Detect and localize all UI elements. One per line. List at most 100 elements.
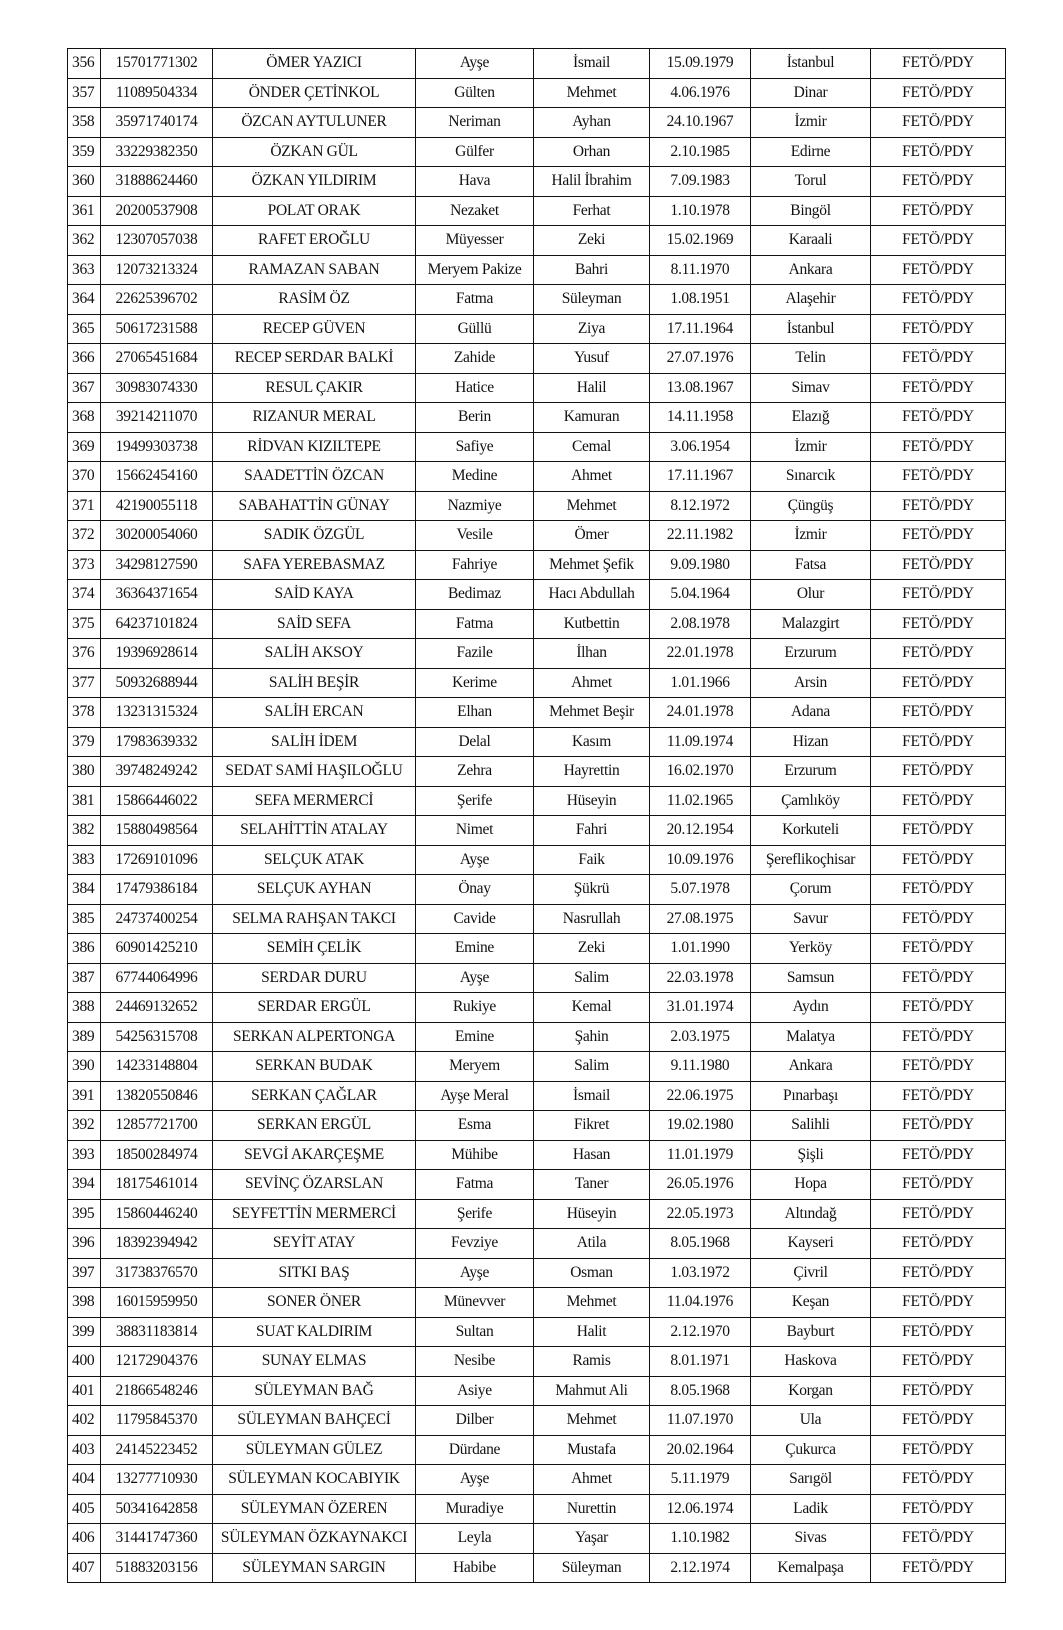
- birth-place: Salihli: [750, 1110, 871, 1141]
- id-number: 34298127590: [100, 549, 213, 580]
- id-number: 15860446240: [100, 1198, 213, 1229]
- full-name: SEYİT ATAY: [212, 1228, 416, 1259]
- affiliation: FETÖ/PDY: [870, 1110, 1006, 1141]
- mother-name: Meryem: [415, 1051, 534, 1082]
- full-name: SAİD SEFA: [212, 608, 416, 639]
- mother-name: Neriman: [415, 107, 534, 138]
- mother-name: Habibe: [415, 1552, 534, 1583]
- row-number: 391: [67, 1080, 101, 1111]
- id-number: 39748249242: [100, 756, 213, 787]
- birth-place: Kayseri: [750, 1228, 871, 1259]
- full-name: SAİD KAYA: [212, 579, 416, 610]
- full-name: SERKAN ÇAĞLAR: [212, 1080, 416, 1111]
- father-name: Nurettin: [533, 1493, 650, 1524]
- row-number: 379: [67, 726, 101, 757]
- table-row: 387 67744064996 SERDAR DURU Ayşe Salim 22.03.…: [67, 962, 1006, 993]
- table-row: 386 60901425210 SEMİH ÇELİK Emine Zeki 1.01.1…: [67, 933, 1006, 964]
- row-number: 356: [67, 48, 101, 79]
- row-number: 365: [67, 313, 101, 344]
- mother-name: Meryem Pakize: [415, 254, 534, 285]
- mother-name: Gülfer: [415, 136, 534, 167]
- father-name: Hacı Abdullah: [533, 579, 650, 610]
- birth-place: Alaşehir: [750, 284, 871, 315]
- id-number: 54256315708: [100, 1021, 213, 1052]
- id-number: 17269101096: [100, 844, 213, 875]
- father-name: Hüseyin: [533, 785, 650, 816]
- father-name: Şükrü: [533, 874, 650, 905]
- table-row: 385 24737400254 SELMA RAHŞAN TAKCI Cavide Na…: [67, 903, 1006, 934]
- table-row: 358 35971740174 ÖZCAN AYTULUNER Neriman Ayha…: [67, 107, 1006, 138]
- full-name: SUNAY ELMAS: [212, 1346, 416, 1377]
- father-name: Salim: [533, 962, 650, 993]
- birth-date: 7.09.1983: [649, 166, 751, 197]
- birth-date: 8.12.1972: [649, 490, 751, 521]
- id-number: 13277710930: [100, 1464, 213, 1495]
- id-number: 14233148804: [100, 1051, 213, 1082]
- full-name: SEVGİ AKARÇEŞME: [212, 1139, 416, 1170]
- affiliation: FETÖ/PDY: [870, 48, 1006, 79]
- affiliation: FETÖ/PDY: [870, 225, 1006, 256]
- birth-date: 15.09.1979: [649, 48, 751, 79]
- affiliation: FETÖ/PDY: [870, 638, 1006, 669]
- affiliation: FETÖ/PDY: [870, 284, 1006, 315]
- affiliation: FETÖ/PDY: [870, 1375, 1006, 1406]
- birth-place: Çüngüş: [750, 490, 871, 521]
- full-name: SELAHİTTİN ATALAY: [212, 815, 416, 846]
- affiliation: FETÖ/PDY: [870, 402, 1006, 433]
- birth-place: Arsin: [750, 667, 871, 698]
- birth-date: 1.10.1982: [649, 1523, 751, 1554]
- id-number: 17479386184: [100, 874, 213, 905]
- mother-name: Ayşe: [415, 1257, 534, 1288]
- father-name: Mustafa: [533, 1434, 650, 1465]
- row-number: 394: [67, 1169, 101, 1200]
- mother-name: Nesibe: [415, 1346, 534, 1377]
- table-row: 400 12172904376 SUNAY ELMAS Nesibe Ramis 8.01…: [67, 1346, 1006, 1377]
- row-number: 376: [67, 638, 101, 669]
- affiliation: FETÖ/PDY: [870, 343, 1006, 374]
- birth-place: Hopa: [750, 1169, 871, 1200]
- birth-date: 1.03.1972: [649, 1257, 751, 1288]
- full-name: SÜLEYMAN GÜLEZ: [212, 1434, 416, 1465]
- mother-name: Elhan: [415, 697, 534, 728]
- table-row: 375 64237101824 SAİD SEFA Fatma Kutbettin 2.0…: [67, 608, 1006, 639]
- id-number: 24145223452: [100, 1434, 213, 1465]
- father-name: Hayrettin: [533, 756, 650, 787]
- mother-name: Dürdane: [415, 1434, 534, 1465]
- mother-name: Muradiye: [415, 1493, 534, 1524]
- father-name: Kutbettin: [533, 608, 650, 639]
- row-number: 407: [67, 1552, 101, 1583]
- birth-date: 8.05.1968: [649, 1375, 751, 1406]
- table-row: 366 27065451684 RECEP SERDAR BALKİ Zahide Yu…: [67, 343, 1006, 374]
- table-row: 362 12307057038 RAFET EROĞLU Müyesser Zeki 15…: [67, 225, 1006, 256]
- id-number: 11795845370: [100, 1405, 213, 1436]
- birth-place: Sarıgöl: [750, 1464, 871, 1495]
- id-number: 50932688944: [100, 667, 213, 698]
- full-name: RECEP SERDAR BALKİ: [212, 343, 416, 374]
- table-row: 396 18392394942 SEYİT ATAY Fevziye Atila 8.05…: [67, 1228, 1006, 1259]
- table-row: 357 11089504334 ÖNDER ÇETİNKOL Gülten Mehmet…: [67, 77, 1006, 108]
- full-name: SADIK ÖZGÜL: [212, 520, 416, 551]
- table-row: 369 19499303738 RİDVAN KIZILTEPE Safiye Cema…: [67, 431, 1006, 462]
- father-name: Ahmet: [533, 1464, 650, 1495]
- id-number: 22625396702: [100, 284, 213, 315]
- full-name: SUAT KALDIRIM: [212, 1316, 416, 1347]
- full-name: ÖZKAN YILDIRIM: [212, 166, 416, 197]
- mother-name: Nezaket: [415, 195, 534, 226]
- birth-place: Ula: [750, 1405, 871, 1436]
- mother-name: Cavide: [415, 903, 534, 934]
- table-row: 379 17983639332 SALİH İDEM Delal Kasım 11.09.…: [67, 726, 1006, 757]
- id-number: 16015959950: [100, 1287, 213, 1318]
- father-name: Halit: [533, 1316, 650, 1347]
- birth-place: Karaali: [750, 225, 871, 256]
- birth-place: Keşan: [750, 1287, 871, 1318]
- id-number: 39214211070: [100, 402, 213, 433]
- mother-name: Safiye: [415, 431, 534, 462]
- affiliation: FETÖ/PDY: [870, 608, 1006, 639]
- affiliation: FETÖ/PDY: [870, 1228, 1006, 1259]
- birth-place: Yerköy: [750, 933, 871, 964]
- table-body: 356 15701771302 ÖMER YAZICI Ayşe İsmail 15.09…: [67, 48, 1006, 1583]
- birth-place: Erzurum: [750, 756, 871, 787]
- birth-date: 4.06.1976: [649, 77, 751, 108]
- mother-name: Güllü: [415, 313, 534, 344]
- birth-place: İstanbul: [750, 48, 871, 79]
